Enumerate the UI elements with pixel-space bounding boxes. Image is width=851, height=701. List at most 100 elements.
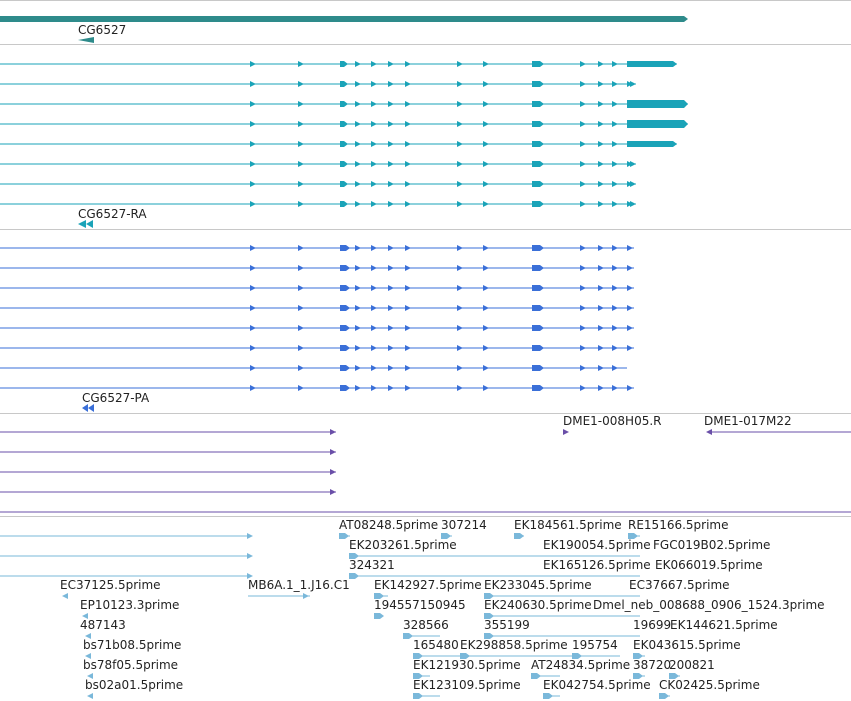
- cds-marker[interactable]: [371, 285, 377, 291]
- est-end-marker[interactable]: [247, 553, 253, 559]
- exon-marker[interactable]: [630, 181, 636, 187]
- exon-marker[interactable]: [580, 201, 586, 207]
- cds-marker[interactable]: [580, 285, 586, 291]
- exon-marker[interactable]: [355, 81, 361, 87]
- cds-marker[interactable]: [580, 345, 586, 351]
- est-block[interactable]: [374, 613, 384, 619]
- cds-marker[interactable]: [483, 265, 489, 271]
- est-label[interactable]: CK02425.5prime: [659, 678, 760, 692]
- cds-block[interactable]: [340, 385, 350, 391]
- est-label[interactable]: EK203261.5prime: [349, 538, 457, 552]
- clone-label[interactable]: DME1-017M22: [704, 414, 792, 428]
- cds-marker[interactable]: [355, 265, 361, 271]
- exon-marker[interactable]: [612, 81, 618, 87]
- cds-marker[interactable]: [250, 245, 256, 251]
- exon-marker[interactable]: [457, 101, 463, 107]
- clone-end-marker[interactable]: [706, 429, 712, 435]
- exon-marker[interactable]: [405, 101, 411, 107]
- cds-marker[interactable]: [627, 245, 633, 251]
- cds-block[interactable]: [532, 285, 544, 291]
- exon-marker[interactable]: [612, 101, 618, 107]
- cds-marker[interactable]: [405, 345, 411, 351]
- exon-marker[interactable]: [457, 201, 463, 207]
- exon-marker[interactable]: [388, 101, 394, 107]
- cds-block[interactable]: [340, 285, 350, 291]
- est-strand-icon[interactable]: [82, 613, 88, 619]
- cds-marker[interactable]: [627, 305, 633, 311]
- cds-marker[interactable]: [627, 285, 633, 291]
- est-block[interactable]: [339, 533, 349, 539]
- exon-marker[interactable]: [405, 141, 411, 147]
- exon-marker[interactable]: [388, 181, 394, 187]
- cds-marker[interactable]: [405, 365, 411, 371]
- exon-marker[interactable]: [355, 161, 361, 167]
- cds-marker[interactable]: [627, 385, 633, 391]
- protein-label[interactable]: CG6527-PA: [82, 391, 150, 405]
- exon-marker[interactable]: [388, 81, 394, 87]
- exon-marker[interactable]: [355, 181, 361, 187]
- cds-marker[interactable]: [371, 305, 377, 311]
- exon-marker[interactable]: [250, 141, 256, 147]
- est-label[interactable]: RE15166.5prime: [628, 518, 729, 532]
- exon-marker[interactable]: [630, 161, 636, 167]
- cds-marker[interactable]: [457, 345, 463, 351]
- cds-marker[interactable]: [371, 265, 377, 271]
- est-block[interactable]: [349, 573, 359, 579]
- exon-marker[interactable]: [355, 201, 361, 207]
- clone-end-marker[interactable]: [330, 449, 336, 455]
- exon-marker[interactable]: [298, 141, 304, 147]
- exon-block[interactable]: [340, 61, 348, 67]
- est-label[interactable]: bs71b08.5prime: [83, 638, 182, 652]
- cds-marker[interactable]: [250, 285, 256, 291]
- est-end-marker[interactable]: [247, 533, 253, 539]
- exon-marker[interactable]: [250, 61, 256, 67]
- exon-marker[interactable]: [483, 201, 489, 207]
- exon-block[interactable]: [532, 121, 544, 127]
- exon-block[interactable]: [340, 81, 348, 87]
- est-strand-icon[interactable]: [87, 673, 93, 679]
- est-label[interactable]: EK184561.5prime: [514, 518, 622, 532]
- est-end-marker[interactable]: [303, 593, 309, 599]
- cds-marker[interactable]: [298, 385, 304, 391]
- est-block[interactable]: [514, 533, 524, 539]
- exon-marker[interactable]: [598, 161, 604, 167]
- cds-marker[interactable]: [405, 385, 411, 391]
- cds-block[interactable]: [340, 325, 350, 331]
- cds-marker[interactable]: [298, 325, 304, 331]
- est-label[interactable]: EK043615.5prime: [633, 638, 741, 652]
- cds-block[interactable]: [532, 345, 544, 351]
- exon-marker[interactable]: [457, 181, 463, 187]
- cds-marker[interactable]: [250, 325, 256, 331]
- cds-marker[interactable]: [355, 385, 361, 391]
- exon-marker[interactable]: [612, 181, 618, 187]
- cds-marker[interactable]: [580, 265, 586, 271]
- exon-marker[interactable]: [298, 61, 304, 67]
- cds-marker[interactable]: [388, 245, 394, 251]
- exon-marker[interactable]: [250, 81, 256, 87]
- exon-marker[interactable]: [298, 181, 304, 187]
- exon-block[interactable]: [532, 201, 544, 207]
- cds-marker[interactable]: [250, 345, 256, 351]
- gene-feature[interactable]: [0, 16, 688, 22]
- est-label[interactable]: MB6A.1_1.J16.C1: [248, 578, 350, 592]
- exon-marker[interactable]: [630, 201, 636, 207]
- transcript-label[interactable]: CG6527-RA: [78, 207, 147, 221]
- cds-block[interactable]: [340, 345, 350, 351]
- exon-marker[interactable]: [371, 201, 377, 207]
- clone-end-marker[interactable]: [330, 429, 336, 435]
- exon-marker[interactable]: [388, 161, 394, 167]
- cds-marker[interactable]: [580, 365, 586, 371]
- est-block[interactable]: [543, 693, 553, 699]
- est-end-marker[interactable]: [247, 573, 253, 579]
- cds-marker[interactable]: [612, 245, 618, 251]
- est-label[interactable]: 19699: [633, 618, 672, 632]
- est-label[interactable]: AT08248.5prime: [339, 518, 439, 532]
- est-label[interactable]: 195754: [572, 638, 618, 652]
- est-label[interactable]: AT24834.5prime: [531, 658, 631, 672]
- cds-marker[interactable]: [598, 285, 604, 291]
- est-block[interactable]: [669, 673, 679, 679]
- exon-marker[interactable]: [630, 81, 636, 87]
- cds-marker[interactable]: [371, 245, 377, 251]
- cds-marker[interactable]: [483, 385, 489, 391]
- exon-marker[interactable]: [371, 181, 377, 187]
